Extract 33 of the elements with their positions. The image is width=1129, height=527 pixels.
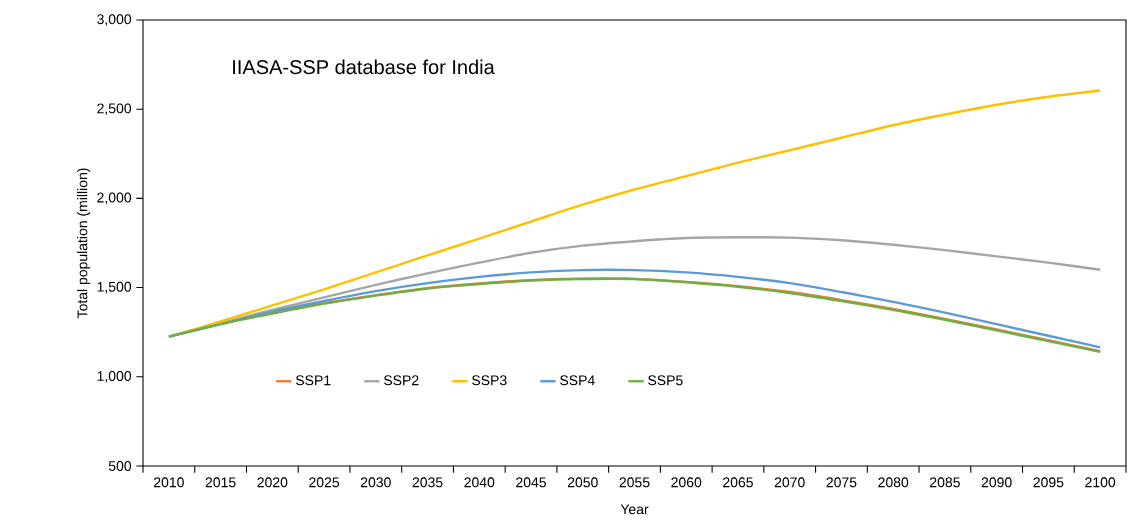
- legend-label: SSP2: [383, 375, 419, 386]
- x-tick-label: 2060: [671, 477, 702, 488]
- text: IIASA-SSP database for India: [233, 59, 495, 75]
- x-tick-label: 2035: [412, 477, 443, 488]
- x-tick-label: 2025: [309, 477, 340, 488]
- x-tick-label: 2085: [930, 477, 960, 488]
- x-tick-label: 2015: [205, 477, 236, 488]
- x-tick-label: 2055: [619, 477, 650, 488]
- y-tick-label: 2,500: [97, 103, 132, 115]
- y-tick-label: 2,000: [97, 192, 132, 205]
- x-tick-label: 2090: [981, 477, 1012, 488]
- x-tick-label: 2080: [878, 477, 909, 488]
- y-tick-label: 500: [108, 461, 132, 471]
- y-tick-label: 3,000: [97, 14, 132, 26]
- x-tick-label: 2030: [360, 477, 391, 488]
- y-axis-title: Total population (million): [77, 168, 91, 319]
- x-axis-title: Year: [620, 504, 649, 515]
- x-tick-label: 2010: [154, 477, 184, 488]
- legend-label: SSP3: [472, 375, 507, 386]
- x-tick-label: 2065: [723, 477, 753, 488]
- x-tick-label: 2050: [567, 477, 598, 488]
- y-tick-label: 1,500: [97, 281, 132, 294]
- legend-label: SSP5: [648, 375, 683, 386]
- x-tick-label: 2020: [257, 477, 288, 488]
- x-tick-label: 2100: [1085, 477, 1116, 488]
- y-tick-label: 1,000: [97, 371, 132, 383]
- x-tick-label: 2040: [464, 477, 495, 488]
- legend-label: SSP1: [295, 375, 331, 386]
- x-tick-label: 2075: [826, 477, 857, 488]
- x-tick-label: 2095: [1033, 477, 1064, 488]
- legend-label: SSP4: [560, 375, 595, 386]
- x-tick-label: 2070: [774, 477, 805, 488]
- x-tick-label: 2045: [516, 477, 546, 488]
